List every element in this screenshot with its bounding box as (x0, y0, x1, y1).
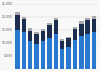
Bar (34, 34, 39, 44)
Bar (41, 29, 45, 31)
Bar (86, 20, 90, 34)
Bar (92, 32, 96, 69)
Bar (60, 41, 64, 49)
Bar (15, 12, 20, 15)
Bar (22, 17, 26, 19)
Bar (15, 30, 20, 69)
Bar (54, 20, 58, 34)
Bar (15, 15, 20, 30)
Bar (47, 23, 52, 25)
Bar (86, 34, 90, 69)
Bar (41, 31, 45, 41)
Bar (54, 18, 58, 20)
Bar (86, 18, 90, 20)
Bar (73, 27, 77, 29)
Bar (60, 39, 64, 41)
Bar (79, 36, 84, 69)
Bar (47, 38, 52, 69)
Bar (34, 44, 39, 69)
Bar (28, 41, 32, 69)
Bar (92, 19, 96, 32)
Bar (66, 38, 71, 47)
Bar (92, 16, 96, 19)
Bar (47, 25, 52, 38)
Bar (54, 34, 58, 69)
Bar (22, 19, 26, 32)
Bar (22, 32, 26, 69)
Bar (28, 31, 32, 41)
Bar (66, 47, 71, 69)
Bar (66, 37, 71, 38)
Bar (79, 24, 84, 36)
Bar (28, 28, 32, 31)
Bar (73, 40, 77, 69)
Bar (73, 29, 77, 40)
Bar (34, 32, 39, 34)
Bar (41, 41, 45, 69)
Bar (60, 49, 64, 69)
Bar (79, 22, 84, 24)
